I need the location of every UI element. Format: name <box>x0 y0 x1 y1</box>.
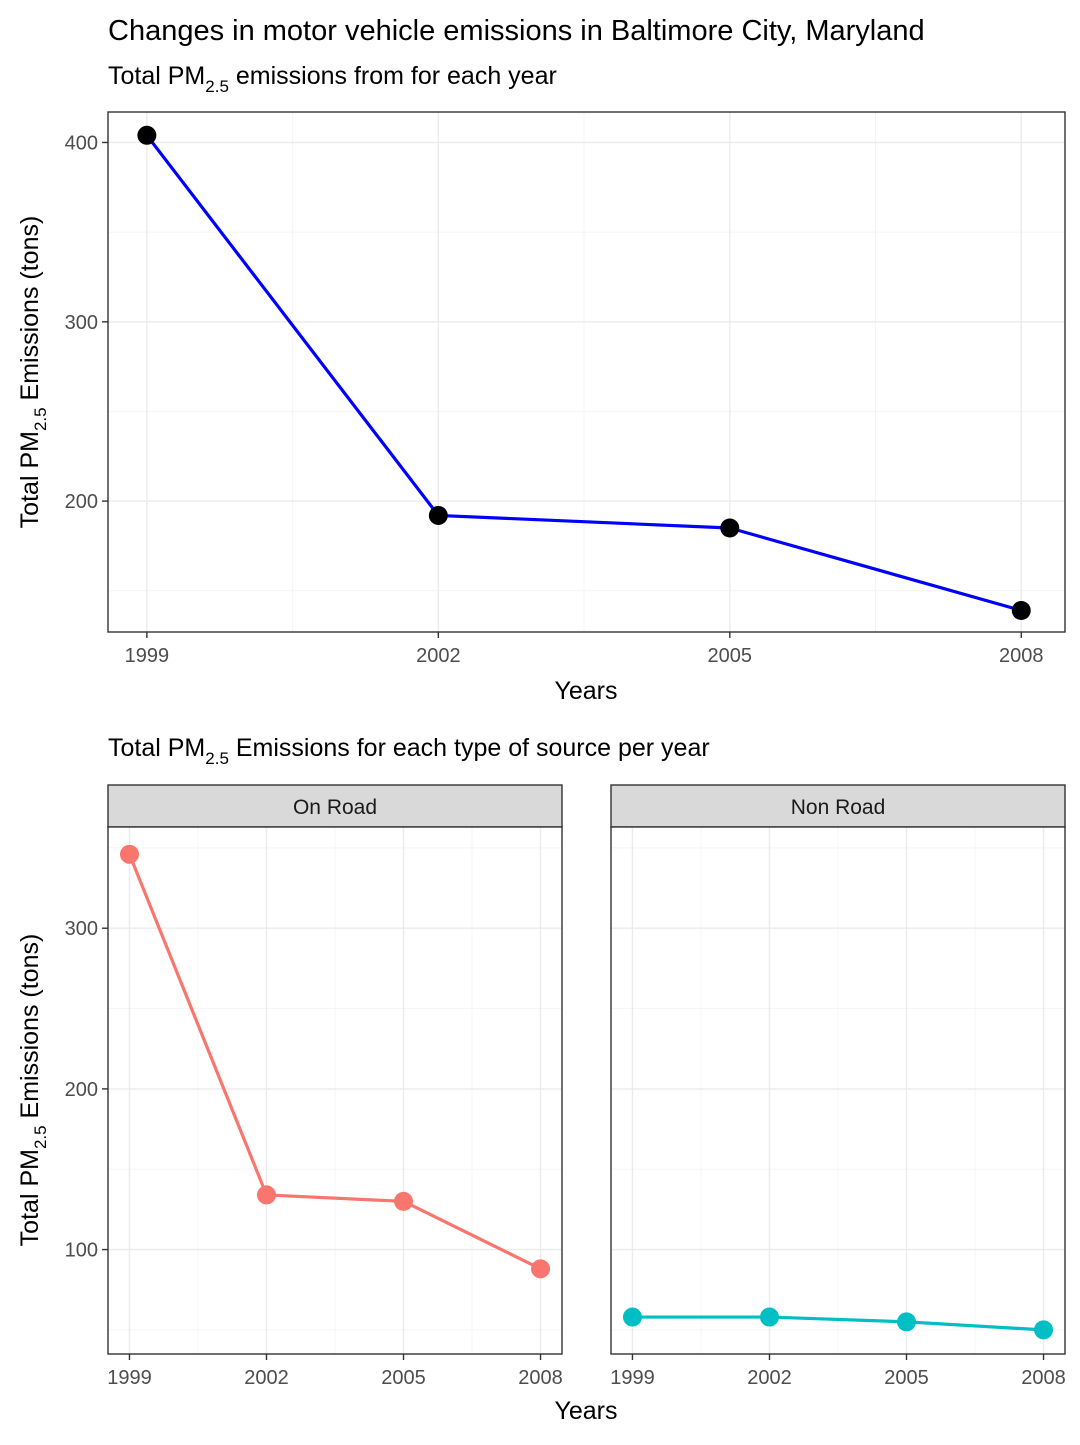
facet-non-road-x-tick-label-2005: 2005 <box>884 1367 929 1389</box>
top-point-2008 <box>1011 600 1031 620</box>
facet-axes-on-road: 1999 2002 2005 2008 100 200 300 <box>65 918 563 1389</box>
top-point-1999 <box>137 125 157 145</box>
top-y-tick-label-200: 200 <box>65 491 98 513</box>
top-gridlines <box>108 112 1065 632</box>
facet-on-road-y-tick-label-300: 300 <box>65 918 98 940</box>
top-y-tick-label-300: 300 <box>65 312 98 334</box>
facet-label-on-road: On Road <box>293 796 377 819</box>
facet-non-road-x-tick-label-2008: 2008 <box>1021 1367 1066 1389</box>
bottom-y-axis-title: Total PM2.5 Emissions (tons) <box>16 934 50 1247</box>
facet-label-non-road: Non Road <box>791 796 886 819</box>
facet-non-road-series-line <box>632 1315 1044 1332</box>
facet-on-road-y-tick-label-100: 100 <box>65 1240 98 1262</box>
top-point-2005 <box>720 518 740 538</box>
facet-on-road-x-tick-label-2002: 2002 <box>244 1367 289 1389</box>
facet-gridlines-non-road <box>611 827 1065 1354</box>
top-x-tick-label-2008: 2008 <box>999 645 1044 667</box>
top-x-tick-label-1999: 1999 <box>125 645 170 667</box>
facet-panel-border-non-road <box>610 826 1066 1355</box>
top-x-axis-title: Years <box>554 677 617 705</box>
top-axes: 1999 2002 2005 2008 200 300 400 <box>65 132 1044 667</box>
facet-data-marks-non-road <box>622 1307 1054 1340</box>
facet-non-road: Non Road 1999 2002 2005 2008 <box>610 784 1066 1389</box>
chart-title: Changes in motor vehicle emissions in Ba… <box>108 15 925 47</box>
top-y-tick-label-400: 400 <box>65 132 98 154</box>
facet-on-road-point-2005 <box>394 1191 414 1211</box>
bottom-chart: Total PM2.5 Emissions for each type of s… <box>16 734 1066 1425</box>
facet-on-road-point-1999 <box>119 844 139 864</box>
top-y-axis-title: Total PM2.5 Emissions (tons) <box>16 216 50 529</box>
top-chart-subtitle: Total PM2.5 emissions from for each year <box>108 62 557 96</box>
facet-on-road-x-tick-label-2005: 2005 <box>381 1367 426 1389</box>
facet-gridlines-on-road <box>108 827 562 1354</box>
facet-non-road-point-2008 <box>1034 1320 1054 1340</box>
facet-panel-border-on-road <box>107 826 563 1355</box>
facet-non-road-point-2002 <box>759 1307 779 1327</box>
top-chart: Total PM2.5 emissions from for each year… <box>16 62 1066 705</box>
facet-on-road-series-line <box>127 853 542 1271</box>
facet-on-road-point-2008 <box>531 1259 551 1279</box>
facet-data-marks-on-road <box>119 844 551 1279</box>
top-data-marks <box>137 125 1031 620</box>
facet-on-road-x-tick-label-2008: 2008 <box>518 1367 563 1389</box>
facet-non-road-x-tick-label-1999: 1999 <box>610 1367 655 1389</box>
top-point-2002 <box>428 505 448 525</box>
facet-on-road-y-tick-label-200: 200 <box>65 1079 98 1101</box>
bottom-chart-subtitle: Total PM2.5 Emissions for each type of s… <box>108 734 710 768</box>
bottom-x-axis-title: Years <box>554 1397 617 1425</box>
top-series-line <box>145 134 1022 613</box>
top-panel-border <box>107 111 1066 633</box>
top-panel-background <box>108 112 1065 632</box>
top-x-tick-label-2002: 2002 <box>416 645 461 667</box>
facet-non-road-x-tick-label-2002: 2002 <box>747 1367 792 1389</box>
facet-on-road-x-tick-label-1999: 1999 <box>107 1367 152 1389</box>
facet-non-road-point-2005 <box>897 1312 917 1332</box>
facet-non-road-point-1999 <box>622 1307 642 1327</box>
facet-on-road: On Road 1999 2002 2005 2008 100 200 300 <box>65 784 563 1389</box>
top-x-tick-label-2005: 2005 <box>708 645 753 667</box>
facet-axes-non-road: 1999 2002 2005 2008 <box>610 1354 1066 1389</box>
facet-strip-non-road <box>610 784 1066 828</box>
facet-on-road-point-2002 <box>256 1185 276 1205</box>
